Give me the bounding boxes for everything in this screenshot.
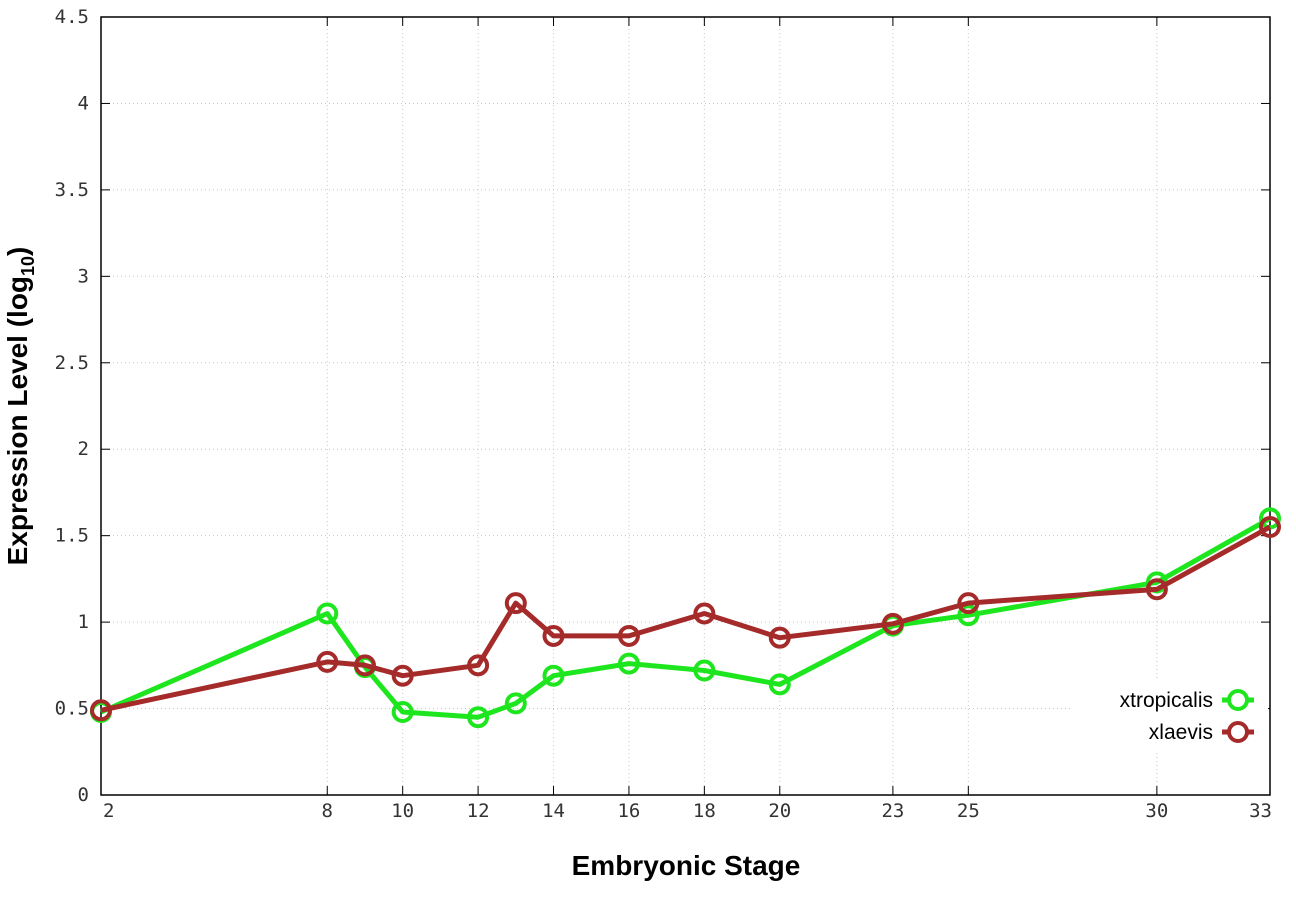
x-tick-label: 18 <box>693 800 716 822</box>
y-tick-label: 3 <box>78 265 89 287</box>
data-point <box>504 592 527 615</box>
y-axis-title-main: Expression Level (log <box>2 276 33 565</box>
data-point <box>617 652 640 675</box>
x-tick-label: 8 <box>322 800 333 822</box>
x-axis-title: Embryonic Stage <box>572 850 801 881</box>
data-point <box>391 664 414 687</box>
data-point <box>316 650 339 673</box>
y-tick-label: 1.5 <box>55 525 89 547</box>
y-tick-label: 2.5 <box>55 352 89 374</box>
legend: xtropicalis xlaevis <box>1072 680 1268 750</box>
x-tick-label: 14 <box>542 800 565 822</box>
legend-label-xtropicalis: xtropicalis <box>1120 689 1213 712</box>
data-point <box>467 706 490 729</box>
y-tick-label: 0.5 <box>55 698 89 720</box>
legend-marker-xtropicalis <box>1227 689 1249 711</box>
y-tick-label: 3.5 <box>55 179 89 201</box>
legend-marker-xlaevis <box>1227 721 1249 743</box>
data-point <box>881 612 904 635</box>
data-point <box>542 624 565 647</box>
axis-ticks: 0 0.5 1 1.5 2 2.5 3 3.5 4 4.5 2 8 10 12 14 16 18 20 23 25 30… <box>55 6 1272 822</box>
y-tick-label: 1 <box>78 611 89 633</box>
data-point <box>617 624 640 647</box>
x-tick-label: 16 <box>617 800 640 822</box>
y-tick-label: 0 <box>78 784 89 806</box>
data-point <box>768 626 791 649</box>
x-tick-label: 23 <box>881 800 904 822</box>
data-point <box>504 692 527 715</box>
x-tick-label: 2 <box>103 800 114 822</box>
data-point <box>90 699 112 722</box>
y-tick-label: 4 <box>78 92 89 114</box>
x-tick-label: 33 <box>1249 800 1272 822</box>
data-point <box>693 659 716 682</box>
legend-label-xlaevis: xlaevis <box>1149 721 1213 744</box>
plot-frame <box>100 16 1271 796</box>
grid <box>101 17 1270 795</box>
data-point <box>316 602 339 625</box>
data-point <box>1145 578 1168 601</box>
x-tick-label: 12 <box>467 800 490 822</box>
data-point <box>391 701 414 724</box>
x-tick-label: 10 <box>391 800 414 822</box>
data-point <box>768 673 791 696</box>
data-point <box>1259 516 1281 539</box>
series-line-xlaevis <box>100 524 1272 713</box>
data-point <box>353 654 376 677</box>
x-tick-label: 25 <box>957 800 980 822</box>
data-point <box>467 654 490 677</box>
data-point <box>693 602 716 625</box>
data-point <box>957 604 980 627</box>
y-tick-label: 2 <box>78 438 89 460</box>
y-axis-title: Expression Level (log10) <box>2 247 38 566</box>
series-xlaevis <box>90 516 1281 722</box>
x-tick-label: 20 <box>768 800 791 822</box>
series-layer <box>90 507 1281 729</box>
y-tick-label: 4.5 <box>55 6 89 28</box>
y-axis-title-subscript: 10 <box>18 256 38 276</box>
y-axis-title-close: ) <box>2 247 33 256</box>
data-point <box>957 592 980 615</box>
x-tick-label: 30 <box>1145 800 1168 822</box>
data-point <box>542 664 565 687</box>
